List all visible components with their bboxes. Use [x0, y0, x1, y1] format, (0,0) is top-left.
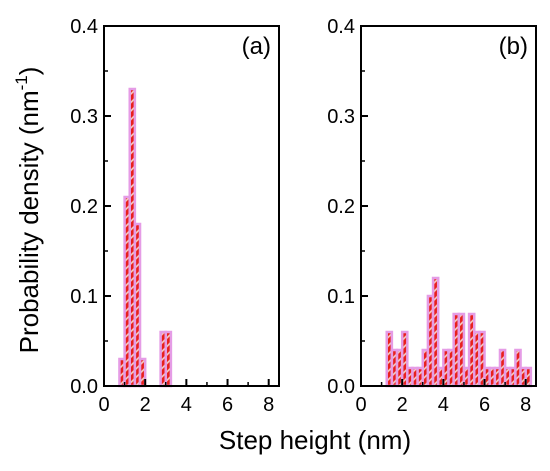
panel-a-x-tick-label-4: 8 [263, 394, 274, 416]
panel-b-y-tick-label-0: 0.0 [327, 376, 355, 398]
panel-b: 0 2 4 6 8 0.0 0.1 0.2 0.3 0.4 (b) [327, 16, 537, 416]
panel-b-x-tick-label-1: 2 [397, 394, 408, 416]
panel-b-x-tick-label-3: 6 [479, 394, 490, 416]
panel-a-x-tick-label-3: 6 [222, 394, 233, 416]
panel-a-y-tick-label-1: 0.1 [70, 286, 98, 308]
panel-a: 0 2 4 6 8 0.0 0.1 0.2 0.3 0.4 (a) [70, 16, 280, 416]
panel-b-x-tick-label-0: 0 [355, 394, 366, 416]
panel-b-y-tick-label-2: 0.2 [327, 196, 355, 218]
panel-b-bars [385, 276, 533, 388]
y-axis-title-superscript: -1 [12, 75, 31, 90]
panel-b-y-tick-label-3: 0.3 [327, 106, 355, 128]
panel-b-label: (b) [499, 33, 528, 60]
panel-a-bar-6 [164, 330, 173, 388]
panel-a-y-tick-label-2: 0.2 [70, 196, 98, 218]
y-axis-title-main: Probability density (nm [14, 90, 44, 353]
y-axis-title: Probability density (nm-1) [12, 67, 44, 354]
panel-a-bars [118, 87, 173, 388]
panel-a-label: (a) [242, 33, 271, 60]
x-axis-title: Step height (nm) [219, 425, 411, 455]
panel-a-x-tick-label-2: 4 [181, 394, 192, 416]
panel-b-y-tick-label-1: 0.1 [327, 286, 355, 308]
panel-a-x-tick-label-0: 0 [98, 394, 109, 416]
panel-a-y-tick-label-3: 0.3 [70, 106, 98, 128]
panel-b-x-tick-label-2: 4 [438, 394, 449, 416]
panel-a-x-tick-label-1: 2 [140, 394, 151, 416]
panel-b-x-tick-label-4: 8 [520, 394, 531, 416]
panel-b-ticks: 0 2 4 6 8 0.0 0.1 0.2 0.3 0.4 [327, 16, 531, 416]
panel-a-y-tick-label-0: 0.0 [70, 376, 98, 398]
panel-a-y-tick-label-4: 0.4 [70, 16, 98, 38]
y-axis-title-close: ) [14, 67, 44, 76]
panel-b-y-tick-label-4: 0.4 [327, 16, 355, 38]
panel-a-ticks: 0 2 4 6 8 0.0 0.1 0.2 0.3 0.4 [70, 16, 274, 416]
